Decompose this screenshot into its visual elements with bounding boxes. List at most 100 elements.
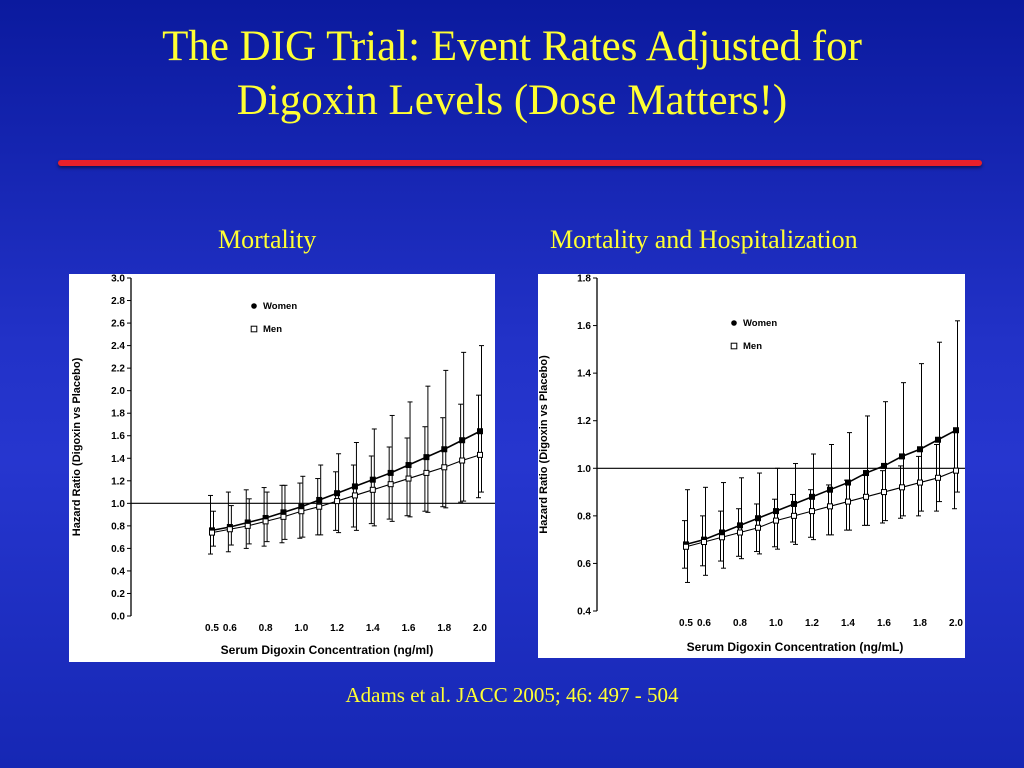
data-point-women [316, 496, 323, 503]
legend-label-men: Men [263, 324, 282, 335]
data-point-women [953, 427, 959, 434]
legend-marker-men [250, 325, 258, 333]
data-point-women [387, 469, 394, 476]
data-point-men [209, 529, 215, 536]
x-tick-label: 0.6 [697, 618, 711, 629]
data-point-women [334, 490, 341, 497]
data-point-women [863, 470, 869, 477]
legend-marker-women [251, 303, 257, 309]
slide-title: The DIG Trial: Event Rates Adjusted for … [0, 20, 1024, 128]
data-point-women [791, 500, 797, 507]
data-point-men [863, 493, 869, 500]
data-point-women [827, 486, 833, 493]
x-tick-label: 1.6 [402, 623, 416, 634]
x-tick-label: 1.8 [437, 623, 451, 634]
y-tick-label: 1.4 [111, 454, 125, 465]
data-point-men [719, 534, 725, 541]
y-tick-label: 2.2 [111, 364, 125, 375]
chart-mortality: 0.0 0.2 0.4 0.6 0.8 1.0 1.2 1.4 1.6 1.8 2.0 2.2 2.4 2… [71, 274, 495, 657]
data-point-men [262, 518, 269, 525]
data-point-men [369, 486, 376, 493]
y-tick-label: 2.8 [111, 296, 125, 307]
y-tick-label: 0.2 [111, 589, 125, 600]
chart-mortality-hospitalization: 0.4 0.6 0.8 1.0 1.2 1.4 1.6 1.8 0.5 0.6 0.8 1.0 1.2 1… [538, 274, 965, 654]
data-point-men [809, 508, 815, 515]
series-line-women [211, 430, 481, 532]
y-tick-label: 0.6 [577, 559, 591, 570]
series-line-women [685, 429, 957, 546]
data-point-women [917, 446, 923, 453]
data-point-men [845, 498, 851, 505]
data-point-women [441, 446, 448, 453]
data-point-men [899, 484, 905, 491]
y-tick-label: 1.6 [111, 431, 125, 442]
x-tick-label: 0.8 [733, 618, 747, 629]
data-point-men [755, 524, 761, 531]
y-tick-label: 1.6 [577, 321, 591, 332]
y-tick-label: 1.2 [577, 416, 591, 427]
y-tick-label: 2.0 [111, 386, 125, 397]
legend-label-women: Women [743, 318, 777, 329]
x-tick-label: 1.4 [841, 618, 855, 629]
data-point-men [881, 489, 887, 496]
data-point-men [791, 512, 797, 519]
series-line-men [685, 470, 957, 548]
data-point-women [369, 476, 376, 483]
y-axis-label: Hazard Ratio (Digoxin vs Placebo) [538, 355, 550, 534]
data-point-women [935, 436, 941, 443]
y-tick-label: 0.4 [577, 607, 591, 618]
y-tick-label: 0.6 [111, 544, 125, 555]
x-tick-label: 1.0 [769, 618, 783, 629]
chart-panel-mortality-hospitalization: 0.4 0.6 0.8 1.0 1.2 1.4 1.6 1.8 0.5 0.6 0.8 1.0 1.2 1… [538, 274, 965, 658]
y-tick-label: 0.8 [111, 521, 125, 532]
y-tick-label: 1.2 [111, 476, 125, 487]
data-point-men [334, 498, 341, 505]
data-point-women [405, 462, 412, 469]
data-point-women [351, 483, 358, 490]
x-tick-label: 0.5 [205, 623, 219, 634]
x-axis-label: Serum Digoxin Concentration (ng/mL) [687, 640, 904, 654]
y-tick-label: 0.0 [111, 612, 125, 623]
legend-marker-women [731, 320, 737, 326]
x-tick-label: 1.2 [330, 623, 344, 634]
data-point-men [701, 539, 707, 546]
chart-panel-mortality: 0.0 0.2 0.4 0.6 0.8 1.0 1.2 1.4 1.6 1.8 2.0 2.2 2.4 2… [69, 274, 495, 662]
data-point-women [459, 437, 466, 444]
y-tick-label: 2.6 [111, 319, 125, 330]
data-point-women [899, 453, 905, 460]
slide-title-line2: Digoxin Levels (Dose Matters!) [236, 77, 788, 124]
y-tick-label: 0.4 [111, 566, 125, 577]
data-point-men [935, 474, 941, 481]
data-point-men [423, 469, 430, 476]
y-tick-label: 1.8 [577, 274, 591, 285]
y-tick-label: 0.8 [577, 511, 591, 522]
x-tick-label: 2.0 [949, 618, 963, 629]
data-point-women [809, 493, 815, 500]
data-point-men [441, 464, 448, 471]
slide-title-line1: The DIG Trial: Event Rates Adjusted for [162, 23, 862, 70]
series-line-men [211, 454, 481, 534]
data-point-men [737, 529, 743, 536]
x-tick-label: 2.0 [473, 623, 487, 634]
data-point-men [827, 503, 833, 510]
data-point-women [755, 515, 761, 522]
data-point-men [387, 481, 394, 488]
legend-marker-men [730, 342, 738, 350]
x-tick-label: 1.0 [294, 623, 308, 634]
y-axis-label: Hazard Ratio (Digoxin vs Placebo) [71, 357, 83, 536]
x-tick-label: 1.8 [913, 618, 927, 629]
data-point-men [459, 457, 466, 464]
x-tick-label: 1.4 [366, 623, 380, 634]
chart-caption-mortality-hospitalization: Mortality and Hospitalization [550, 225, 858, 254]
citation: Adams et al. JACC 2005; 46: 497 - 504 [345, 683, 679, 707]
x-tick-label: 0.8 [259, 623, 273, 634]
data-point-men [477, 451, 483, 458]
y-tick-label: 1.0 [577, 464, 591, 475]
data-point-women [423, 454, 430, 461]
data-point-men [298, 508, 305, 515]
y-tick-label: 1.4 [577, 369, 591, 380]
data-point-women [881, 462, 887, 469]
y-tick-label: 3.0 [111, 274, 125, 285]
data-point-men [226, 526, 233, 533]
data-point-men [244, 522, 251, 529]
